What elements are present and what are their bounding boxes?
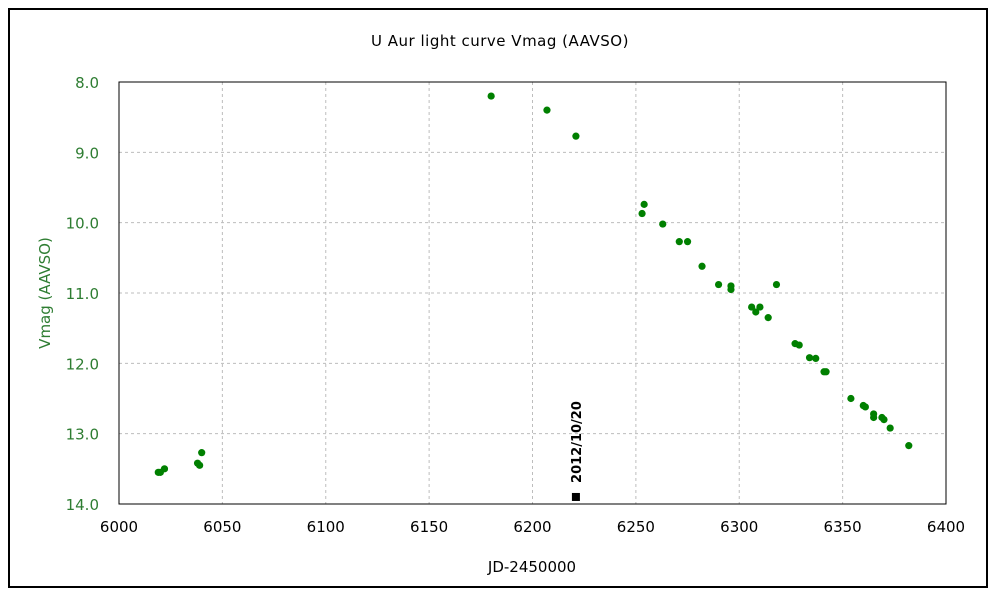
data-points bbox=[154, 92, 913, 476]
data-point bbox=[727, 285, 735, 294]
annotations: 2012/10/20 bbox=[570, 401, 585, 501]
annotation-label: 2012/10/20 bbox=[570, 401, 585, 483]
data-point bbox=[659, 220, 667, 228]
data-point bbox=[772, 280, 781, 289]
data-point bbox=[756, 303, 764, 311]
x-tick-label: 6400 bbox=[927, 518, 965, 536]
x-tick-label: 6100 bbox=[307, 518, 345, 536]
x-tick-label: 6000 bbox=[100, 518, 138, 536]
y-tick-label: 10.0 bbox=[66, 215, 99, 233]
data-point bbox=[805, 354, 814, 362]
data-point bbox=[160, 465, 169, 473]
data-point bbox=[543, 106, 551, 114]
chart-title: U Aur light curve Vmag (AAVSO) bbox=[371, 32, 629, 50]
plot-area bbox=[118, 81, 947, 505]
data-point bbox=[847, 394, 855, 403]
data-point bbox=[812, 354, 820, 363]
data-point bbox=[640, 200, 648, 208]
x-tick-label: 6200 bbox=[513, 518, 551, 536]
chart-frame bbox=[8, 8, 988, 588]
data-point bbox=[683, 238, 692, 246]
data-point bbox=[764, 314, 772, 322]
x-tick-label: 6350 bbox=[824, 518, 862, 536]
data-point bbox=[870, 413, 878, 422]
data-point bbox=[822, 368, 830, 376]
data-point bbox=[795, 341, 803, 349]
data-point bbox=[196, 461, 204, 469]
y-tick-label: 14.0 bbox=[66, 496, 99, 514]
y-tick-label: 9.0 bbox=[75, 144, 99, 162]
x-tick-label: 6250 bbox=[617, 518, 655, 536]
data-point bbox=[572, 132, 580, 140]
data-point bbox=[698, 262, 706, 270]
data-point bbox=[880, 416, 888, 424]
y-tick-label: 13.0 bbox=[66, 426, 99, 444]
annotation-marker bbox=[571, 492, 580, 501]
x-tick-label: 6150 bbox=[410, 518, 448, 536]
data-point bbox=[638, 209, 646, 218]
data-point bbox=[748, 303, 756, 311]
data-point bbox=[198, 449, 206, 457]
gridlines bbox=[119, 82, 946, 504]
x-tick-label: 6050 bbox=[203, 518, 241, 536]
x-tick-label: 6300 bbox=[720, 518, 758, 536]
data-point bbox=[905, 442, 913, 450]
x-axis-label: JD-2450000 bbox=[487, 558, 576, 576]
x-axis-ticks: 6000 6050 6100 6150 6200 6250 6300 6350 6400 bbox=[100, 518, 965, 536]
y-tick-label: 8.0 bbox=[75, 74, 99, 92]
data-point bbox=[752, 308, 760, 316]
data-point bbox=[886, 424, 894, 432]
y-axis-label: Vmag (AAVSO) bbox=[36, 237, 54, 349]
data-point bbox=[714, 280, 723, 289]
y-axis-ticks: 8.0 9.0 10.0 11.0 12.0 13.0 14.0 bbox=[66, 74, 99, 514]
y-tick-label: 12.0 bbox=[66, 355, 99, 373]
y-tick-label: 11.0 bbox=[66, 285, 99, 303]
data-point bbox=[675, 238, 683, 246]
data-point bbox=[487, 92, 495, 100]
data-point bbox=[861, 403, 869, 411]
